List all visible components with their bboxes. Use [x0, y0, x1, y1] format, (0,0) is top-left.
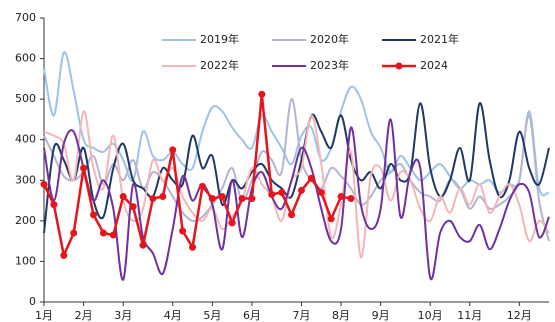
data-point: [268, 190, 276, 198]
y-tick-label: 400: [15, 133, 36, 146]
data-point: [80, 164, 88, 172]
data-point: [347, 195, 355, 203]
data-point: [70, 229, 78, 237]
series-line: [43, 110, 550, 259]
legend-label: 2020年: [310, 32, 349, 46]
legend-label: 2019年: [200, 32, 239, 46]
data-point: [208, 195, 216, 203]
data-point: [297, 186, 305, 194]
series-line: [43, 118, 550, 281]
data-point: [60, 251, 68, 259]
x-tick-label: 4月: [164, 309, 182, 322]
data-point: [40, 180, 48, 188]
y-tick-label: 100: [15, 254, 36, 267]
x-tick-label: 6月: [243, 309, 261, 322]
x-tick-label: 2月: [75, 309, 93, 322]
data-point: [50, 201, 58, 209]
data-point: [238, 195, 246, 203]
data-point: [119, 193, 127, 201]
legend-marker: [395, 62, 403, 70]
data-point: [99, 229, 107, 237]
series-line: [43, 102, 550, 234]
data-point: [327, 215, 335, 223]
legend-label: 2023年: [310, 58, 349, 72]
x-tick-label: 7月: [292, 309, 310, 322]
data-point: [189, 243, 197, 251]
data-point: [218, 193, 226, 201]
data-point: [159, 193, 167, 201]
y-tick-label: 500: [15, 92, 36, 105]
x-tick-label: 12月: [507, 309, 532, 322]
data-point: [169, 146, 177, 154]
data-point: [258, 90, 266, 98]
data-point: [109, 231, 117, 239]
x-tick-label: 9月: [372, 309, 390, 322]
legend-label: 2021年: [420, 32, 459, 46]
legend-label: 2024: [420, 59, 448, 72]
data-point: [278, 188, 286, 196]
y-tick-label: 300: [15, 173, 36, 186]
data-point: [228, 219, 236, 227]
x-tick-label: 3月: [114, 309, 132, 322]
y-tick-label: 0: [29, 295, 36, 308]
x-tick-label: 8月: [332, 309, 350, 322]
data-point: [317, 188, 325, 196]
data-point: [307, 174, 315, 182]
data-point: [248, 195, 256, 203]
y-tick-label: 200: [15, 214, 36, 227]
legend-label: 2022年: [200, 58, 239, 72]
data-point: [149, 195, 157, 203]
y-tick-label: 600: [15, 52, 36, 65]
data-point: [129, 203, 137, 211]
data-point: [198, 182, 206, 190]
data-point: [90, 211, 98, 219]
data-point: [139, 241, 147, 249]
data-point: [179, 227, 187, 235]
x-tick-label: 11月: [457, 309, 482, 322]
data-point: [288, 211, 296, 219]
y-tick-label: 700: [15, 11, 36, 24]
x-tick-label: 1月: [35, 309, 53, 322]
data-point: [337, 193, 345, 201]
x-tick-label: 10月: [418, 309, 443, 322]
x-tick-label: 5月: [203, 309, 221, 322]
